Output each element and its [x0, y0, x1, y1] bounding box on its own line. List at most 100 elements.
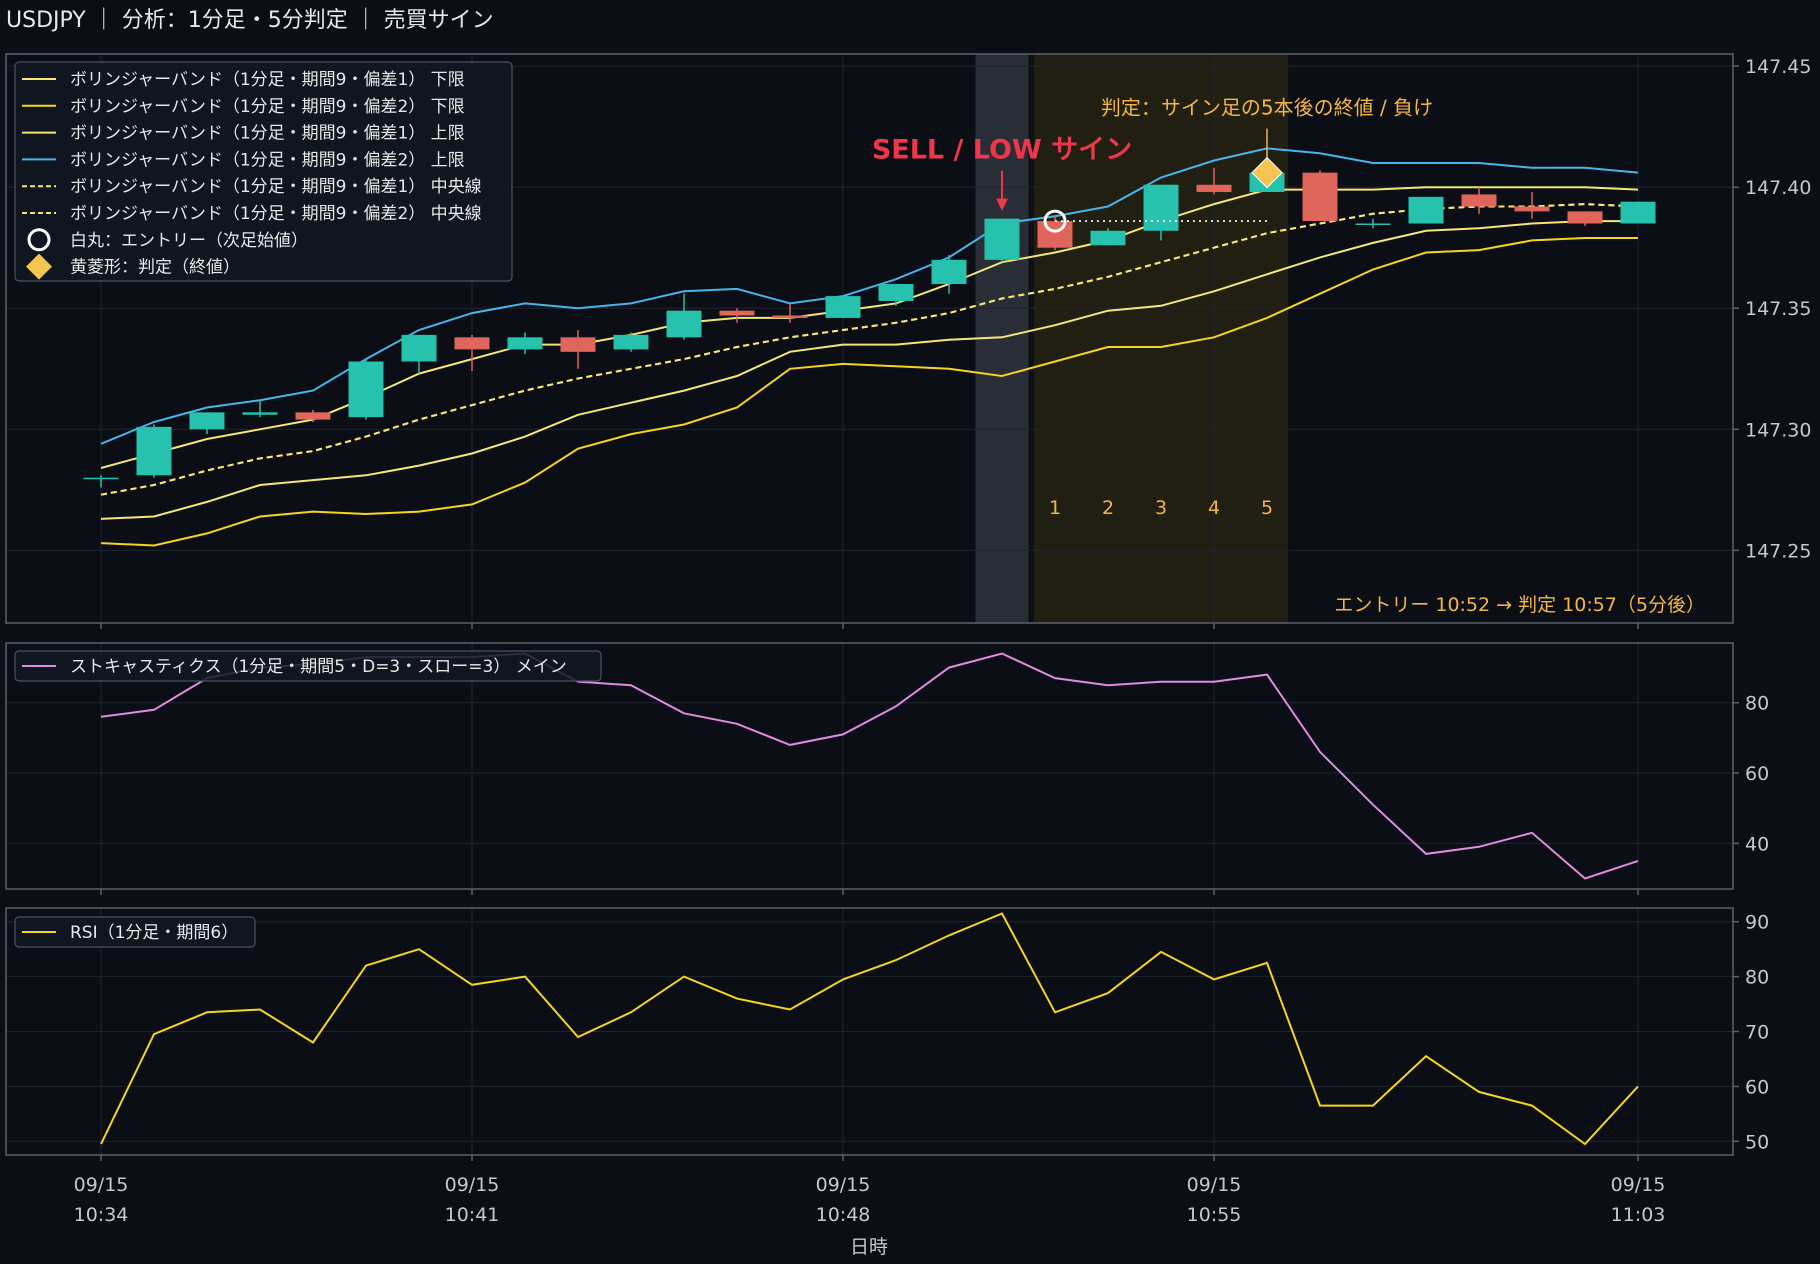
x-tick-date: 09/15: [1187, 1174, 1242, 1196]
candle: [295, 409, 331, 423]
x-tick-time: 10:55: [1187, 1204, 1242, 1226]
x-tick-date: 09/15: [445, 1174, 500, 1196]
legend-circle-marker: [27, 228, 51, 252]
bb-line-5: [100, 237, 1638, 547]
stoch-legend: ストキャスティクス（1分足・期間5・D=3・スロー=3） メイン: [14, 650, 602, 682]
rsi-frame: [5, 907, 1734, 1156]
price-y-tick-label: 147.25: [1745, 540, 1811, 562]
candle: [1355, 218, 1391, 229]
candle-body: [348, 361, 384, 418]
candle: [772, 303, 808, 323]
rsi-legend: RSI（1分足・期間6）: [14, 916, 256, 948]
price-frame: [5, 53, 1734, 624]
x-axis: 09/15 10:34 09/15 10:41 09/15 10:48 09/15 10:55…: [74, 1174, 1666, 1258]
count-label: 2: [1102, 497, 1114, 519]
count-label: 4: [1208, 497, 1220, 519]
judge-diamond-marker: [1251, 156, 1283, 189]
candle: [1302, 170, 1338, 222]
legend-label: 白丸：エントリー（次足始値）: [70, 231, 308, 251]
price-y-tick-label: 147.35: [1745, 298, 1811, 320]
candle-body: [401, 334, 437, 362]
candle: [1196, 167, 1232, 195]
sell-arrow-head: [996, 198, 1008, 211]
legend-label: ボリンジャーバンド（1分足・期間9・偏差2） 下限: [70, 97, 465, 117]
bb-line-4: [100, 220, 1638, 520]
candle-body: [83, 477, 119, 480]
candle-body: [507, 337, 543, 350]
candle: [189, 412, 225, 435]
candle: [666, 293, 702, 340]
candle: [83, 475, 119, 488]
candle-body: [666, 310, 702, 338]
legend-label: ボリンジャーバンド（1分足・期間9・偏差1） 下限: [70, 70, 465, 90]
candle-body: [136, 426, 172, 476]
rsi-line: [100, 912, 1639, 1146]
candle: [1461, 187, 1497, 214]
candle-body: [825, 296, 861, 318]
stochastic-line: [100, 652, 1639, 880]
candle: [984, 218, 1020, 263]
stoch-frame: [5, 642, 1734, 890]
candle-body: [242, 412, 278, 415]
count-label: 5: [1261, 497, 1273, 519]
candle: [1408, 196, 1444, 224]
candle-body: [189, 412, 225, 430]
legend-label: ボリンジャーバンド（1分足・期間9・偏差1） 上限: [70, 124, 465, 144]
candle-body: [1567, 211, 1603, 224]
candle: [1620, 201, 1656, 224]
sell-signal-label: SELL / LOW サイン: [872, 135, 1132, 166]
x-tick-time: 10:48: [816, 1204, 871, 1226]
stoch-y-tick-label: 60: [1745, 763, 1769, 785]
price-y-tick-label: 147.30: [1745, 419, 1811, 441]
x-tick-date: 09/15: [816, 1174, 871, 1196]
candle-body: [454, 337, 490, 350]
candle: [401, 334, 437, 374]
candle: [878, 284, 914, 306]
candle-body: [931, 259, 967, 285]
candle-body: [1408, 196, 1444, 224]
entry-marker: [1043, 209, 1067, 233]
judgement-window-highlight: [1033, 54, 1289, 623]
candle-body: [1620, 201, 1656, 224]
candle: [1037, 216, 1073, 251]
price-y-tick-label: 147.45: [1745, 56, 1811, 78]
candle: [348, 359, 384, 420]
highlight-regions: [975, 54, 1289, 623]
x-tick-date: 09/15: [1611, 1174, 1666, 1196]
candle-body: [878, 284, 914, 301]
candle: [931, 254, 967, 294]
x-tick-time: 10:41: [445, 1204, 500, 1226]
rsi-y-tick-label: 80: [1745, 967, 1769, 989]
candle-body: [719, 310, 755, 316]
candle: [1514, 192, 1550, 219]
stoch-y-tick-label: 80: [1745, 693, 1769, 715]
rsi-y-tick-label: 90: [1745, 912, 1769, 934]
candle-body: [1355, 223, 1391, 225]
legend-diamond-marker: [26, 253, 52, 280]
candle-body: [1037, 221, 1073, 248]
x-tick-time: 11:03: [1611, 1204, 1666, 1226]
legend-label: ボリンジャーバンド（1分足・期間9・偏差2） 中央線: [70, 204, 482, 224]
candle: [454, 334, 490, 372]
legend-box: [14, 650, 602, 682]
candle-body: [984, 218, 1020, 260]
chart-title: USDJPY ｜ 分析：1分足・5分判定 ｜ 売買サイン: [6, 8, 494, 33]
x-tick-time: 10:34: [74, 1204, 129, 1226]
legend-label: ストキャスティクス（1分足・期間5・D=3・スロー=3） メイン: [70, 657, 567, 677]
candle: [242, 400, 278, 418]
legend-label: ボリンジャーバンド（1分足・期間9・偏差1） 中央線: [70, 177, 482, 197]
candle-body: [560, 337, 596, 352]
candle-body: [772, 315, 808, 318]
count-label: 3: [1155, 497, 1167, 519]
stoch-y-tick-label: 40: [1745, 833, 1769, 855]
rsi-y-tick-label: 50: [1745, 1131, 1769, 1153]
candle-body: [613, 334, 649, 350]
price-panel: 147.25 147.30 147.35 147.40 147.45 判定：サイン足の5本…: [5, 53, 1811, 629]
price-y-tick-label: 147.40: [1745, 177, 1811, 199]
candle: [560, 330, 596, 369]
entry-judge-note: エントリー 10:52 → 判定 10:57（5分後）: [1334, 594, 1705, 616]
candle-body: [1090, 230, 1126, 246]
legend-box: [14, 916, 256, 948]
bb-line-3: [100, 203, 1639, 496]
